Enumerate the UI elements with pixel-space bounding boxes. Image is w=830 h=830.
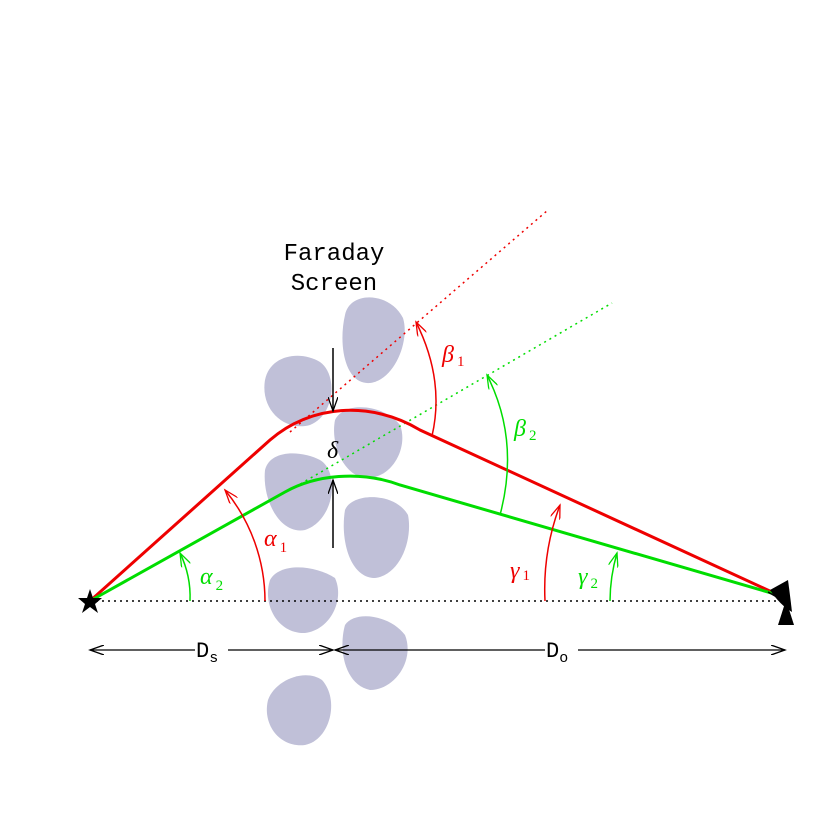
label-part: α [200, 564, 213, 590]
do-label: Do [546, 639, 568, 667]
label-part: 2 [216, 578, 224, 594]
screen-clouds [264, 297, 410, 746]
label-part: D [546, 639, 559, 664]
title-line: Screen [291, 271, 377, 298]
label-part: s [209, 650, 218, 667]
label-part: D [196, 639, 209, 664]
label-part: 1 [522, 568, 530, 584]
label-part: γ [578, 564, 588, 590]
gamma2-arc [610, 553, 617, 602]
red-ray [88, 408, 786, 603]
label-part: α [264, 526, 277, 552]
ds-label: Ds [196, 639, 218, 667]
label-part: 2 [590, 576, 598, 592]
label-part: 2 [529, 428, 537, 444]
label-part: γ [510, 558, 520, 584]
label-part: 1 [457, 354, 465, 370]
label-part: β [441, 342, 454, 368]
beta1-arc [416, 322, 437, 437]
green-ray [89, 474, 786, 603]
telescope [767, 580, 794, 625]
red-extension [289, 209, 549, 433]
label-part: β [513, 416, 526, 442]
label-part: 1 [280, 540, 288, 556]
alpha1-arc [225, 490, 266, 602]
label-part: o [559, 650, 568, 667]
green-extension [289, 302, 613, 491]
alpha2-arc [180, 553, 191, 602]
source-star [78, 589, 102, 613]
beta2-arc [487, 375, 509, 516]
title-line: Faraday [284, 241, 385, 268]
delta-label: δ [327, 438, 339, 464]
gamma1-arc [543, 505, 561, 602]
